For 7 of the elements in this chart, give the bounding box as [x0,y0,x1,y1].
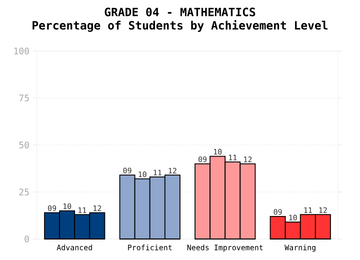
y-tick-label: 0 [24,236,29,242]
chart-title: GRADE 04 - MATHEMATICS [104,8,256,16]
y-tick-label: 100 [14,48,29,54]
chart-subtitle: Percentage of Students by Achievement Level [32,20,328,32]
y-tick-label: 25 [19,188,29,196]
y-tick-label: 75 [19,94,29,102]
y-tick-label: 50 [19,142,29,148]
